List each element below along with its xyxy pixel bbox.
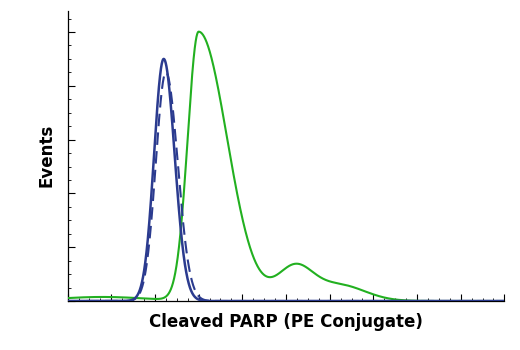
X-axis label: Cleaved PARP (PE Conjugate): Cleaved PARP (PE Conjugate): [149, 313, 423, 331]
Y-axis label: Events: Events: [38, 124, 56, 187]
